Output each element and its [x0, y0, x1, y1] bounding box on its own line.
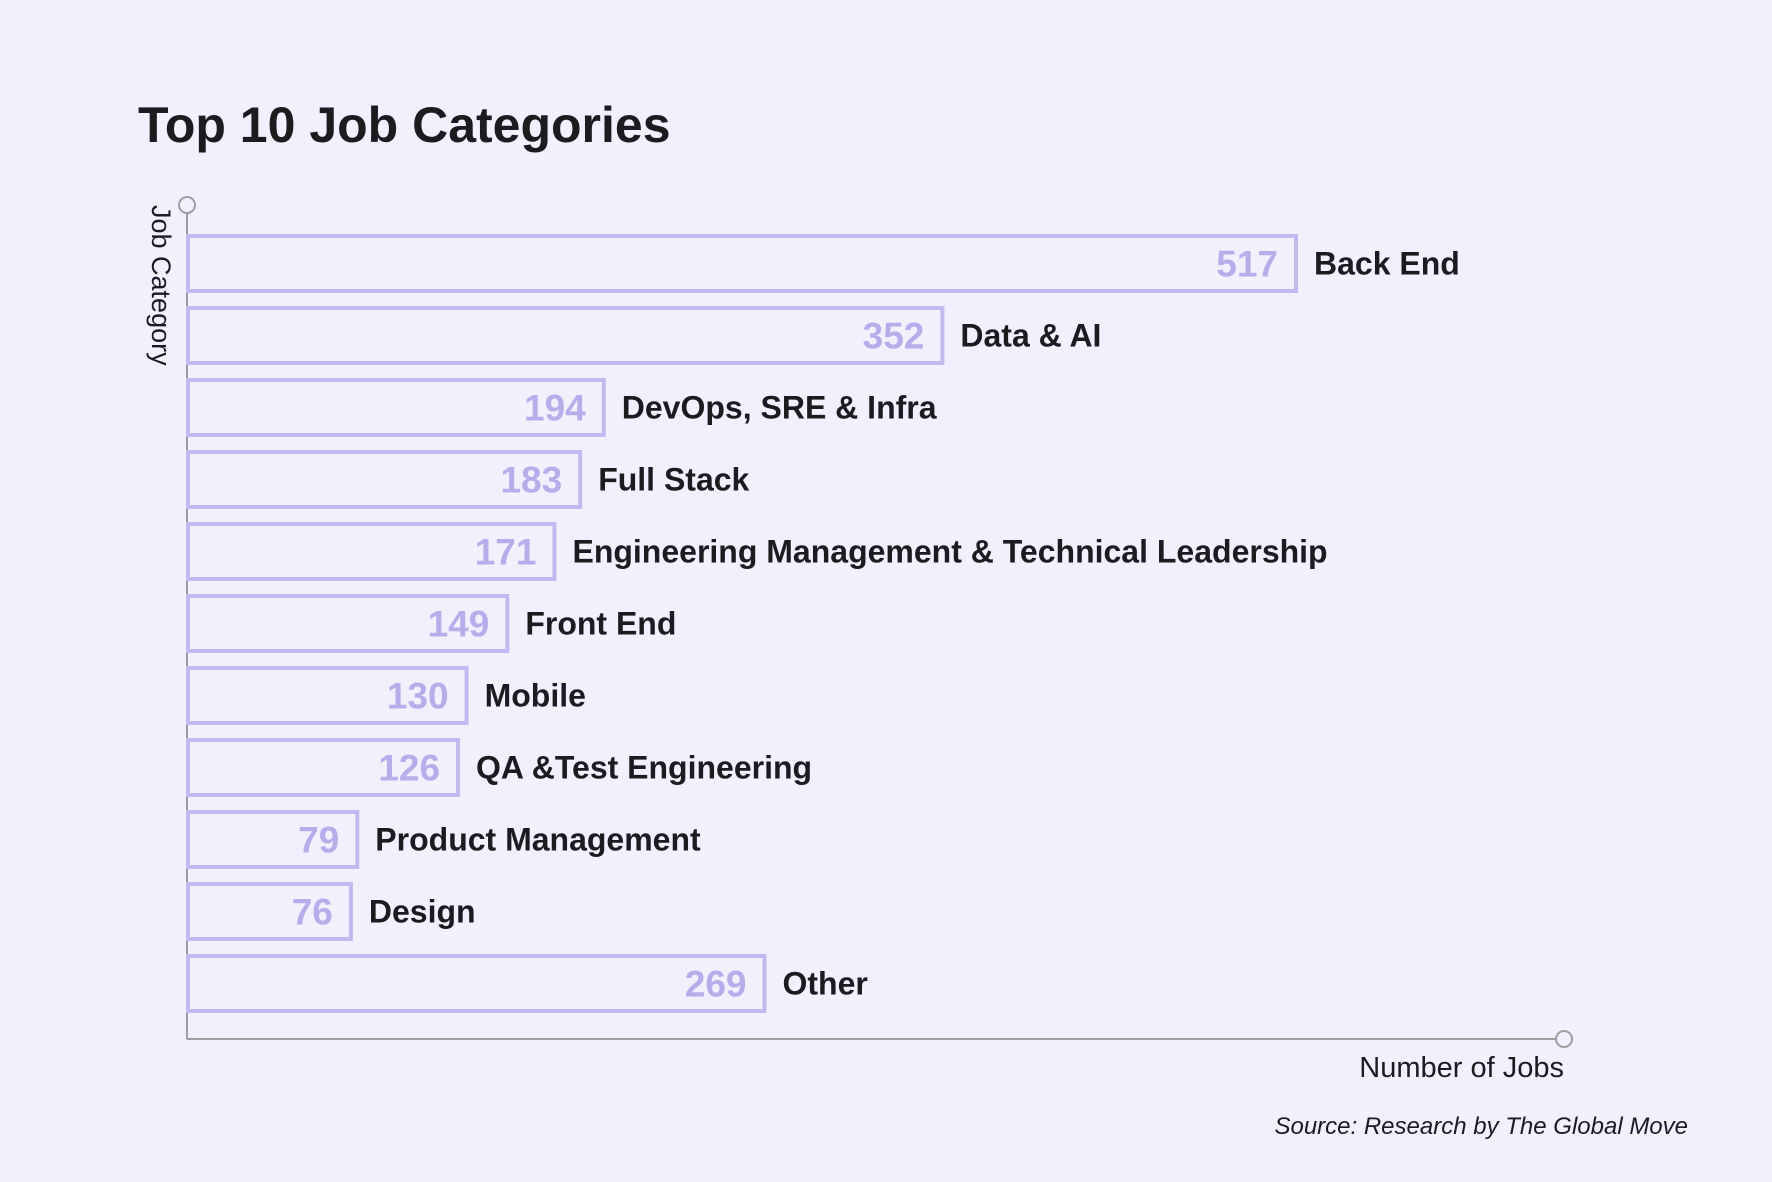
- bar-category-label: Data & AI: [960, 318, 1101, 354]
- x-axis-label: Number of Jobs: [1359, 1052, 1564, 1084]
- bar-category-label: Back End: [1314, 246, 1460, 282]
- bar: [186, 954, 767, 1013]
- bar-value-label: 352: [863, 316, 925, 357]
- x-axis-end-marker: [1555, 1030, 1573, 1048]
- bar-category-label: Full Stack: [598, 462, 749, 498]
- bar: [186, 378, 606, 437]
- y-axis-end-marker: [178, 196, 196, 214]
- bar-category-label: QA &Test Engineering: [476, 750, 812, 786]
- bar-category-label: Design: [369, 894, 476, 930]
- bar-value-label: 269: [685, 964, 747, 1005]
- bar-value-label: 183: [500, 460, 562, 501]
- bar-category-label: Front End: [525, 606, 676, 642]
- bar-value-label: 194: [524, 388, 586, 429]
- chart-title: Top 10 Job Categories: [138, 97, 671, 153]
- bar-category-label: Product Management: [375, 822, 701, 858]
- bar-value-label: 76: [292, 892, 333, 933]
- bar: [186, 882, 353, 941]
- bar: [186, 234, 1298, 293]
- bar-category-label: Engineering Management & Technical Leade…: [572, 534, 1327, 570]
- bar: [186, 450, 583, 509]
- bar: [186, 666, 469, 725]
- bar-value-label: 517: [1216, 244, 1278, 285]
- bar: [186, 738, 461, 797]
- bar-value-label: 126: [378, 748, 440, 789]
- bar: [186, 306, 945, 365]
- bar-value-label: 130: [387, 676, 449, 717]
- bar: [186, 522, 557, 581]
- bar-category-label: DevOps, SRE & Infra: [622, 390, 937, 426]
- bar-category-label: Other: [783, 966, 868, 1002]
- bar: [186, 810, 360, 869]
- bar-value-label: 149: [428, 604, 490, 645]
- bar-value-label: 79: [298, 820, 339, 861]
- bar-category-label: Mobile: [485, 678, 586, 714]
- y-axis-label: Job Category: [146, 205, 176, 366]
- source-note: Source: Research by The Global Move: [1274, 1113, 1688, 1140]
- bars: 517 Back End 352 Data & AI 194 DevOps, SRE & …: [186, 234, 1460, 1013]
- bar: [186, 594, 510, 653]
- bar-value-label: 171: [475, 532, 537, 573]
